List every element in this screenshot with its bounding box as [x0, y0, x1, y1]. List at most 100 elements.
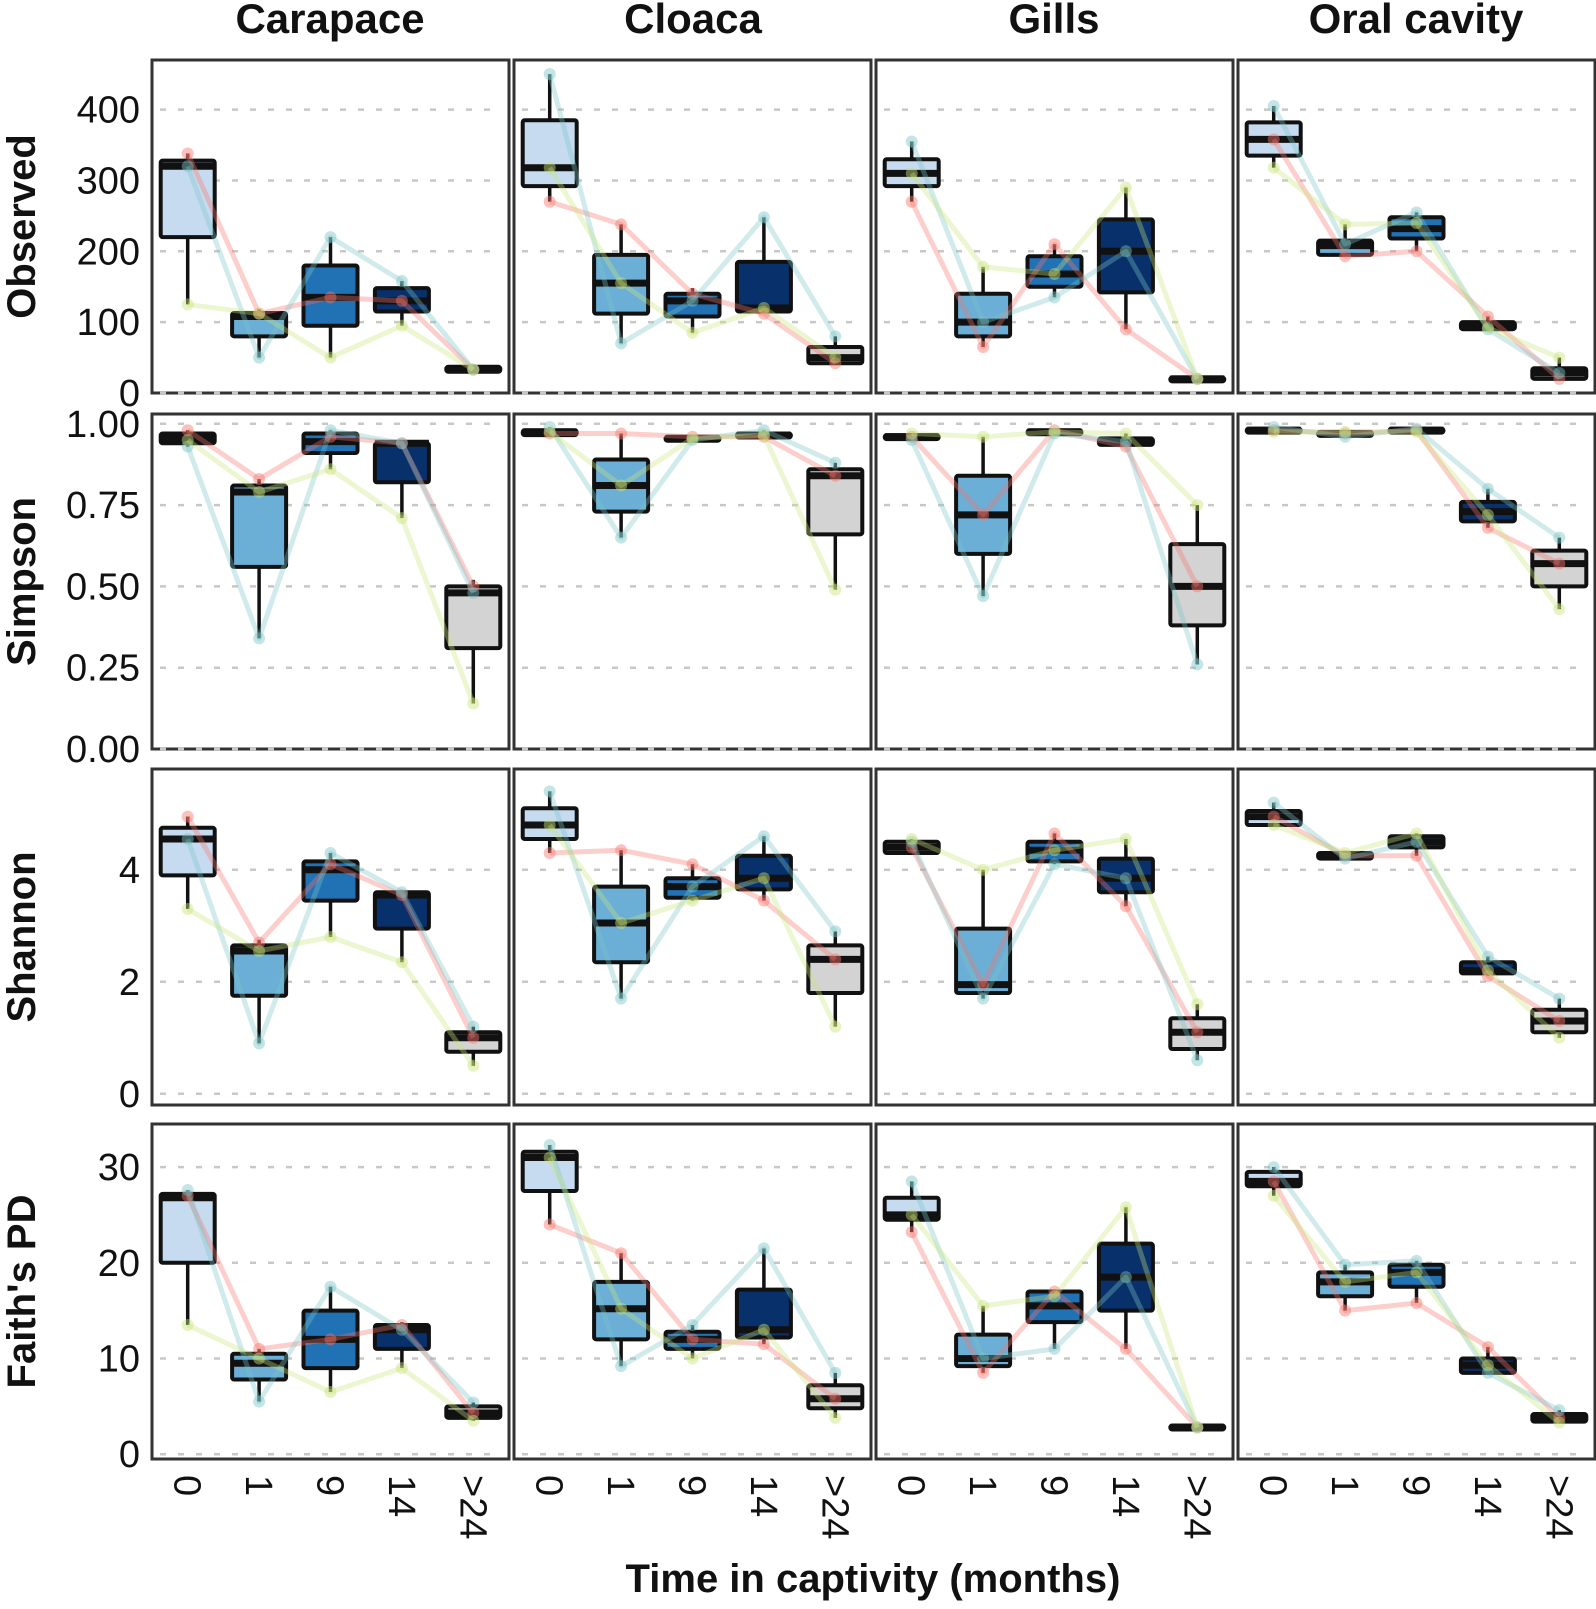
individual-point — [1339, 427, 1352, 440]
individual-trajectory — [909, 431, 1200, 666]
box-observed-cloaca-24 — [806, 336, 865, 366]
box-shannon-cloaca-24 — [806, 931, 865, 1027]
panel-faith-s-pd-cloaca — [512, 1122, 873, 1461]
individual-point — [1048, 844, 1061, 857]
box-simpson-carapace-0 — [158, 430, 217, 447]
box-observed-gills-0 — [882, 141, 941, 202]
individual-point — [615, 844, 628, 857]
individual-point — [395, 275, 408, 288]
y-tick-label-faith-s-pd: 0 — [119, 1434, 140, 1476]
box-iqr — [230, 483, 289, 569]
individual-point — [1481, 950, 1494, 963]
individual-point — [686, 294, 699, 307]
x-tick-label-carapace: 0 — [166, 1475, 208, 1496]
individual-line-individual-c — [543, 161, 842, 364]
individual-point — [324, 463, 337, 476]
individual-trajectory — [548, 429, 838, 591]
individual-point — [324, 424, 337, 437]
individual-point — [467, 1407, 480, 1420]
individual-trajectory — [1273, 427, 1561, 566]
individual-trajectory — [1272, 814, 1561, 1024]
individual-point — [829, 583, 842, 596]
individual-trajectory — [186, 428, 476, 588]
box-iqr — [734, 1287, 793, 1340]
individual-point — [829, 1392, 842, 1405]
individual-point — [686, 1333, 699, 1346]
individual-trajectory — [547, 73, 838, 346]
individual-point — [1481, 970, 1494, 983]
box-simpson-oral-cavity-9 — [1387, 426, 1446, 435]
individual-line-individual-a — [543, 1218, 842, 1405]
row-title-shannon: Shannon — [0, 851, 44, 1022]
individual-point — [977, 316, 990, 329]
individual-point — [543, 421, 556, 434]
individual-point — [1339, 425, 1352, 438]
individual-trajectory — [1273, 429, 1562, 611]
individual-point — [1119, 440, 1132, 453]
individual-line-individual-a — [905, 1226, 1204, 1434]
box-observed-oral-cavity-24 — [1530, 357, 1589, 381]
box-observed-oral-cavity-0 — [1244, 106, 1303, 168]
individual-line-individual-a — [1267, 424, 1566, 570]
x-tick-label-carapace: 9 — [309, 1475, 351, 1496]
individual-point — [1410, 425, 1423, 438]
individual-point — [253, 1395, 266, 1408]
individual-point — [686, 894, 699, 907]
individual-line-individual-b — [1267, 1161, 1566, 1417]
individual-point — [181, 160, 194, 173]
individual-point — [395, 1362, 408, 1375]
individual-line-individual-a — [905, 195, 1204, 385]
individual-line-individual-b — [181, 424, 480, 645]
individual-trajectory — [187, 301, 475, 372]
individual-line-individual-c — [1267, 161, 1566, 364]
individual-point — [686, 432, 699, 445]
individual-trajectory — [909, 1231, 1200, 1430]
individual-point — [615, 427, 628, 440]
individual-point — [1191, 998, 1204, 1011]
individual-point — [395, 512, 408, 525]
individual-trajectory — [186, 1322, 475, 1423]
individual-line-individual-b — [543, 68, 842, 350]
individual-point — [905, 841, 918, 854]
box-shannon-carapace-0 — [158, 816, 217, 909]
individual-point — [1553, 351, 1566, 364]
individual-point — [1553, 1411, 1566, 1424]
individual-line-individual-c — [181, 298, 480, 376]
col-title-cloaca: Cloaca — [624, 0, 762, 42]
individual-point — [1410, 216, 1423, 229]
y-tick-label-observed: 200 — [77, 231, 140, 273]
individual-trajectory — [547, 790, 838, 1002]
individual-point — [1481, 521, 1494, 534]
individual-point — [1048, 238, 1061, 251]
individual-point — [1339, 430, 1352, 443]
box-faith-s-pd-oral-cavity-9 — [1387, 1260, 1446, 1303]
x-tick-label-gills: 1 — [961, 1475, 1003, 1496]
individual-trajectory — [185, 815, 476, 1039]
y-tick-label-shannon: 0 — [119, 1074, 140, 1116]
individual-line-individual-a — [181, 1189, 480, 1420]
box-iqr — [158, 1191, 217, 1265]
individual-point — [324, 291, 337, 304]
box-simpson-oral-cavity-14 — [1458, 488, 1517, 528]
box-faith-s-pd-carapace-14 — [372, 1322, 431, 1369]
box-simpson-gills-0 — [882, 433, 941, 442]
individual-point — [686, 880, 699, 893]
individual-point — [615, 218, 628, 231]
y-tick-label-observed: 300 — [77, 160, 140, 202]
individual-line-individual-b — [543, 785, 842, 1005]
individual-point — [1481, 321, 1494, 334]
y-tick-label-simpson: 1.00 — [66, 404, 140, 446]
individual-point — [1553, 557, 1566, 570]
individual-point — [977, 1352, 990, 1365]
individual-trajectory — [186, 906, 476, 1068]
individual-trajectory — [548, 1222, 837, 1401]
x-tick-label-oral-cavity: 0 — [1252, 1475, 1294, 1496]
y-tick-label-faith-s-pd: 10 — [98, 1339, 140, 1381]
box-shannon-gills-14 — [1096, 839, 1155, 907]
individual-point — [181, 1189, 194, 1202]
individual-line-individual-c — [905, 425, 1204, 512]
individual-trajectory — [1272, 822, 1562, 1040]
individual-point — [1119, 900, 1132, 913]
individual-trajectory — [547, 1156, 838, 1420]
individual-point — [686, 434, 699, 447]
